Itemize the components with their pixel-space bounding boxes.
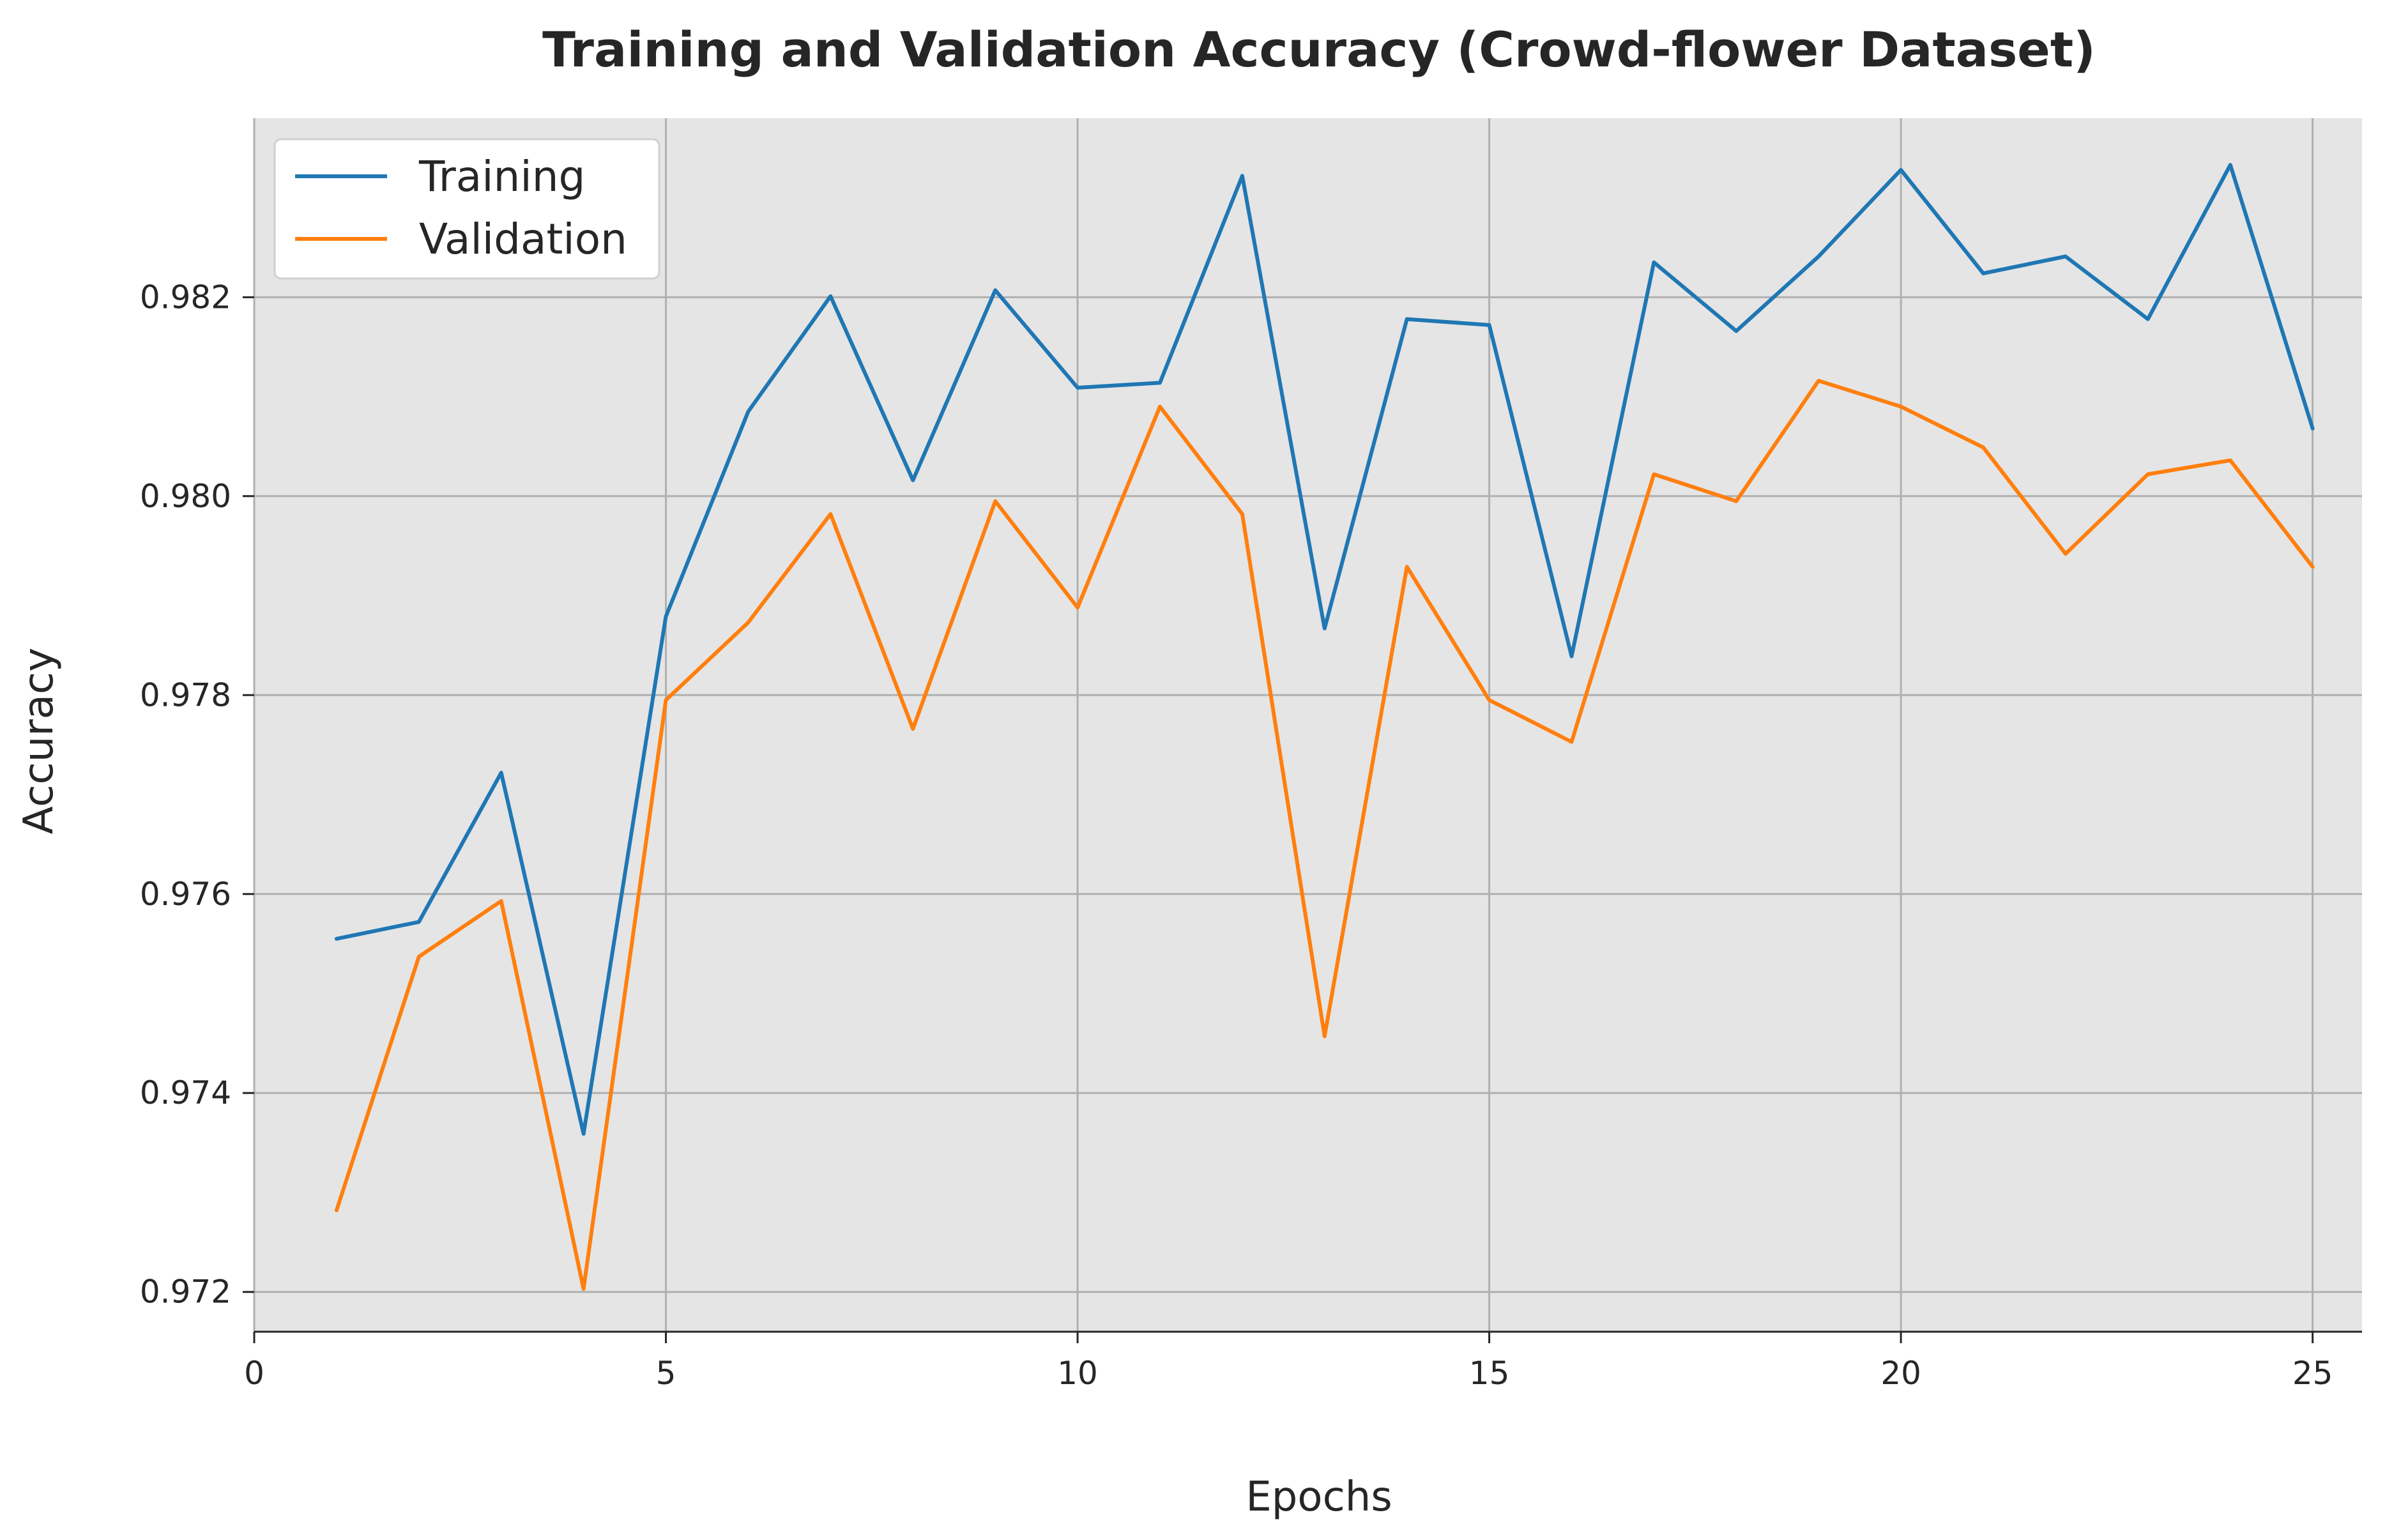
plot-area: [254, 118, 2362, 1332]
series-lines: [334, 163, 2315, 1291]
y-tick-label: 0.982: [140, 278, 231, 316]
y-tick-label: 0.980: [140, 478, 231, 515]
y-axis-ticks: 0.972 0.974 0.976 0.978 0.980 0.982: [140, 278, 254, 1311]
grid-lines: [253, 118, 2362, 1332]
x-axis-label: Epochs: [1246, 1474, 1392, 1521]
y-axis-label: Accuracy: [15, 648, 63, 834]
legend-box: [273, 138, 660, 280]
x-axis-ticks: 0 5 10 15 20 25: [244, 1330, 2362, 1392]
y-tick-label: 0.974: [140, 1074, 231, 1111]
x-tick-label: 20: [1880, 1355, 1921, 1392]
series-line-validation: [334, 379, 2315, 1291]
x-tick-label: 15: [1469, 1355, 1510, 1392]
chart-title: Training and Validation Accuracy (Crowd-…: [542, 21, 2096, 78]
legend-label-validation: Validation: [419, 215, 627, 264]
legend: Training Validation: [273, 138, 660, 280]
y-tick-label: 0.976: [140, 876, 231, 913]
x-tick-label: 5: [656, 1355, 676, 1392]
x-tick-label: 10: [1057, 1355, 1098, 1392]
series-line-training: [334, 163, 2315, 1136]
x-tick-label: 0: [244, 1355, 264, 1392]
y-tick-label: 0.978: [140, 676, 231, 713]
legend-label-training: Training: [418, 152, 585, 201]
y-tick-label: 0.972: [140, 1274, 231, 1311]
x-tick-label: 25: [2292, 1355, 2333, 1392]
